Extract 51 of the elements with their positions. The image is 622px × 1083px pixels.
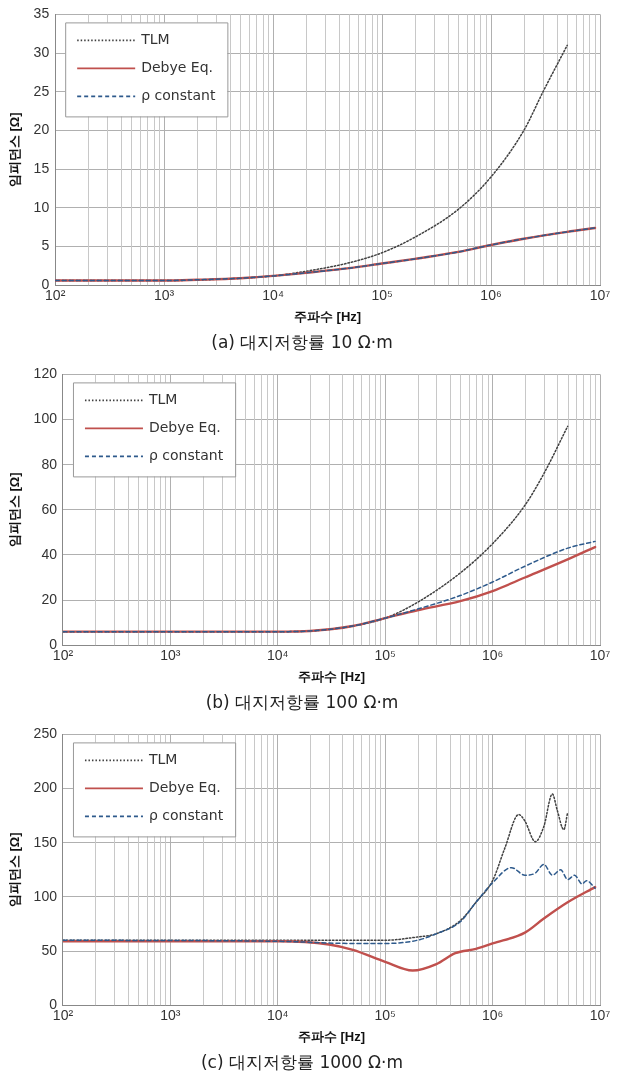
x-tick-label: 10⁶ <box>481 1007 504 1024</box>
legend-label: TLM <box>140 31 170 48</box>
x-tick-label: 10⁴ <box>262 287 284 304</box>
y-tick-label: 50 <box>41 941 58 958</box>
legend-label: Debye Eq. <box>148 419 221 436</box>
x-tick-label: 10⁴ <box>266 1007 289 1024</box>
y-tick-label: 30 <box>33 43 50 60</box>
x-tick-label: 10⁵ <box>371 287 393 304</box>
legend-label: ρ constant <box>148 447 224 464</box>
x-tick-label: 10⁵ <box>374 647 396 664</box>
y-axis-title: 임피던스 [Ω] <box>7 832 23 908</box>
x-tick-label: 10⁶ <box>481 647 504 664</box>
y-tick-label: 15 <box>33 160 50 176</box>
text: (b) 대지저항률 100 Ω·m <box>205 692 399 713</box>
x-tick-label: 10³ <box>154 287 175 304</box>
x-axis-title: 주파수 [Hz] <box>297 1029 366 1045</box>
y-tick-label: 5 <box>41 237 50 254</box>
y-tick-label: 35 <box>33 5 50 22</box>
x-axis-title: 주파수 [Hz] <box>294 309 362 325</box>
y-axis-title: 임피던스 [Ω] <box>7 472 23 548</box>
x-tick-label: 10⁷ <box>589 1007 611 1024</box>
y-tick-label: 150 <box>33 833 58 850</box>
x-tick-label: 10⁴ <box>266 647 289 664</box>
text: (a) 대지저항률 10 Ω·m <box>211 332 393 353</box>
legend-label: TLM <box>147 751 178 768</box>
x-tick-label: 10⁷ <box>589 647 611 664</box>
x-tick-label: 10⁷ <box>589 287 611 304</box>
text: (c) 대지저항률 1000 Ω·m <box>200 1052 404 1073</box>
x-tick-label: 10⁵ <box>374 1007 396 1024</box>
y-axis-title: 임피던스 [Ω] <box>7 112 23 188</box>
y-tick-label: 100 <box>33 410 58 427</box>
y-tick-label: 20 <box>41 590 58 607</box>
y-tick-label: 250 <box>33 725 58 742</box>
legend-label: ρ constant <box>148 807 224 824</box>
y-tick-label: 200 <box>33 779 58 796</box>
legend-label: TLM <box>147 391 178 408</box>
x-axis-title: 주파수 [Hz] <box>297 669 366 685</box>
y-tick-label: 80 <box>41 455 58 472</box>
y-tick-label: 60 <box>41 500 58 517</box>
y-tick-label: 120 <box>33 365 58 382</box>
y-tick-label: 10 <box>33 198 50 215</box>
legend-label: ρ constant <box>141 87 216 104</box>
x-tick-label: 10³ <box>160 647 181 664</box>
y-tick-label: 20 <box>33 121 50 138</box>
y-tick-label: 100 <box>33 887 58 904</box>
y-tick-label: 25 <box>33 82 50 99</box>
x-tick-label: 10³ <box>160 1007 181 1024</box>
legend-label: Debye Eq. <box>148 779 221 796</box>
legend-label: Debye Eq. <box>141 59 213 76</box>
x-tick-label: 10⁶ <box>480 287 502 304</box>
y-tick-label: 40 <box>41 545 58 562</box>
